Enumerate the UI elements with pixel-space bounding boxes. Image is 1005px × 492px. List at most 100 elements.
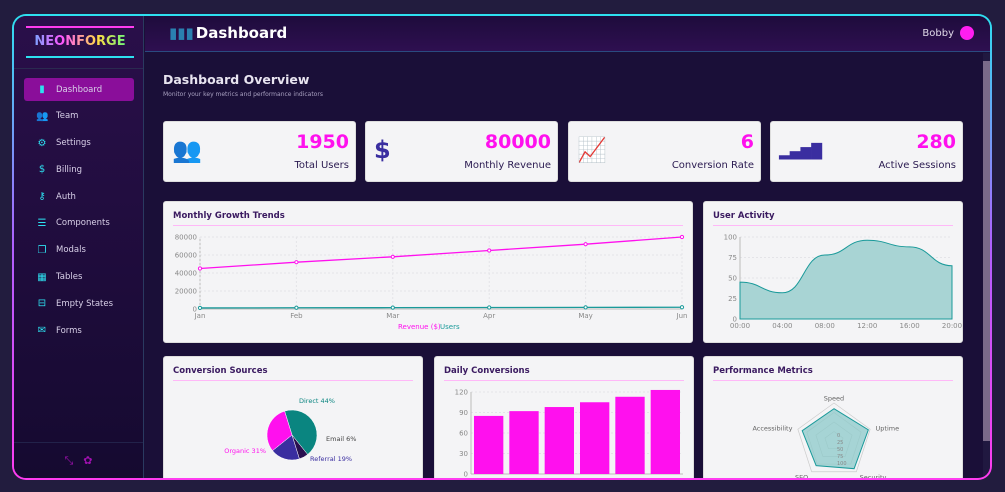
card-title: Performance Metrics: [713, 366, 953, 381]
radar-axis-label: Speed: [824, 394, 844, 402]
y-tick-label: 60: [459, 430, 468, 438]
area-series: [739, 239, 953, 320]
data-point: [197, 266, 203, 271]
stat-card: 📈 6 Conversion Rate: [568, 121, 761, 182]
form-icon: ✉: [37, 325, 47, 337]
stat-card: 👥 1950 Total Users: [163, 121, 356, 182]
window-icon: ❐: [37, 244, 47, 256]
user-name: Bobby: [922, 27, 954, 39]
main-content: Dashboard Overview Monitor your key metr…: [145, 53, 990, 478]
stat-label: Active Sessions: [878, 160, 956, 171]
sidebar-item-tables[interactable]: ▦ Tables: [24, 266, 134, 289]
gear-icon: ⚙: [37, 137, 47, 149]
y-tick-label: 120: [455, 389, 468, 397]
app-window: NEONFORGE ▮ Dashboard 👥 Team ⚙ Settings $ Billi…: [12, 14, 992, 480]
x-tick-label: 08:00: [815, 322, 835, 330]
x-tick-label: 04:00: [772, 322, 792, 330]
header-title: Dashboard: [195, 24, 288, 42]
y-tick-label: 0: [733, 316, 737, 324]
x-tick-label: Jan: [194, 312, 206, 320]
performance-chart-card: Performance Metrics Speed Uptime Security SE…: [703, 356, 963, 480]
pie-slice: [266, 410, 293, 452]
data-point: [583, 242, 588, 247]
x-tick-label: 12:00: [857, 322, 877, 330]
user-menu[interactable]: Bobby: [922, 26, 974, 40]
data-point: [583, 305, 588, 310]
radar-tick-label: 0: [837, 433, 840, 439]
bar: [615, 396, 645, 474]
x-tick-label: Feb: [290, 312, 303, 320]
chart-icon: ▮: [39, 84, 45, 95]
sidebar-item-components[interactable]: ☰ Components: [24, 212, 134, 235]
data-point: [487, 248, 492, 253]
y-tick-label: 25: [728, 295, 737, 303]
y-tick-label: 60000: [175, 252, 197, 260]
y-tick-label: 20000: [175, 288, 197, 296]
radar-tick-label: 50: [837, 447, 843, 453]
stat-label: Total Users: [294, 160, 349, 171]
minus-box-icon: ⊟: [37, 298, 47, 310]
series-line: [199, 306, 683, 309]
scrollbar[interactable]: [983, 53, 990, 478]
y-tick-label: 100: [724, 234, 737, 242]
collapse-icon[interactable]: ⤡: [64, 453, 74, 467]
page-title: Dashboard Overview: [163, 72, 310, 87]
page-subtitle: Monitor your key metrics and performance…: [163, 91, 323, 98]
sidebar-item-billing[interactable]: $ Billing: [24, 158, 134, 181]
sidebar-item-label: Billing: [56, 164, 83, 175]
radar-axis-label: Uptime: [876, 424, 900, 432]
sidebar-item-label: Tables: [56, 272, 83, 283]
data-point: [679, 305, 685, 310]
pie-label: Referral 19%: [310, 455, 352, 463]
conversions-chart-card: Daily Conversions 0 30 60 90 120: [434, 356, 694, 479]
signal-icon: ▂▄▆█: [779, 144, 823, 160]
bar: [650, 389, 680, 474]
sidebar-item-forms[interactable]: ✉ Forms: [24, 319, 134, 342]
stat-card: ▂▄▆█ 280 Active Sessions: [770, 121, 963, 182]
sidebar-item-label: Settings: [56, 138, 91, 149]
x-tick-label: Jun: [676, 312, 688, 320]
sidebar-item-label: Auth: [56, 191, 76, 202]
sidebar-item-label: Components: [56, 218, 110, 229]
data-point: [390, 305, 395, 310]
x-tick-label: May: [578, 312, 592, 320]
radar-axis-label: Security: [860, 473, 887, 480]
pie-label: Direct 44%: [299, 397, 335, 405]
dollar-icon: $: [374, 136, 391, 164]
card-title: Conversion Sources: [173, 366, 413, 381]
table-icon: ▦: [37, 271, 47, 283]
card-title: Monthly Growth Trends: [173, 211, 683, 226]
sidebar-item-empty-states[interactable]: ⊟ Empty States: [24, 292, 134, 315]
user-circle-icon: [960, 26, 974, 40]
sidebar-item-label: Team: [56, 111, 79, 122]
bar-chart-icon: ▮▮▮: [169, 24, 194, 42]
dollar-icon: $: [38, 164, 46, 176]
stat-value: 280: [916, 131, 956, 153]
sidebar-item-team[interactable]: 👥 Team: [24, 105, 134, 128]
radar-axis-label: SEO: [795, 473, 808, 480]
y-tick-label: 0: [464, 471, 468, 479]
sidebar-item-dashboard[interactable]: ▮ Dashboard: [24, 78, 134, 101]
sidebar-item-modals[interactable]: ❐ Modals: [24, 239, 134, 262]
sidebar-item-settings[interactable]: ⚙ Settings: [24, 132, 134, 155]
radar-series: [801, 408, 869, 470]
x-tick-label: 00:00: [730, 322, 750, 330]
stat-label: Monthly Revenue: [464, 160, 551, 171]
sidebar-footer: ⤡ ✿: [14, 442, 143, 478]
legend-item: Revenue ($): [398, 323, 441, 331]
sidebar: NEONFORGE ▮ Dashboard 👥 Team ⚙ Settings $ Billi…: [14, 16, 144, 478]
legend-item: Users: [440, 323, 460, 331]
radar-tick-label: 25: [837, 440, 843, 446]
gear-icon[interactable]: ✿: [83, 454, 93, 467]
card-title: User Activity: [713, 211, 953, 226]
bar: [544, 407, 574, 474]
users-icon: 👥: [172, 136, 202, 164]
y-tick-label: 75: [728, 254, 737, 262]
series-line: [199, 236, 683, 270]
sidebar-nav: ▮ Dashboard 👥 Team ⚙ Settings $ Billing ⚷ Auth ☰ Co…: [24, 78, 134, 346]
x-tick-label: Mar: [386, 312, 399, 320]
data-point: [294, 260, 299, 265]
card-title: Daily Conversions: [444, 366, 684, 381]
sidebar-item-auth[interactable]: ⚷ Auth: [24, 185, 134, 208]
pie-label: Email 6%: [326, 435, 356, 443]
